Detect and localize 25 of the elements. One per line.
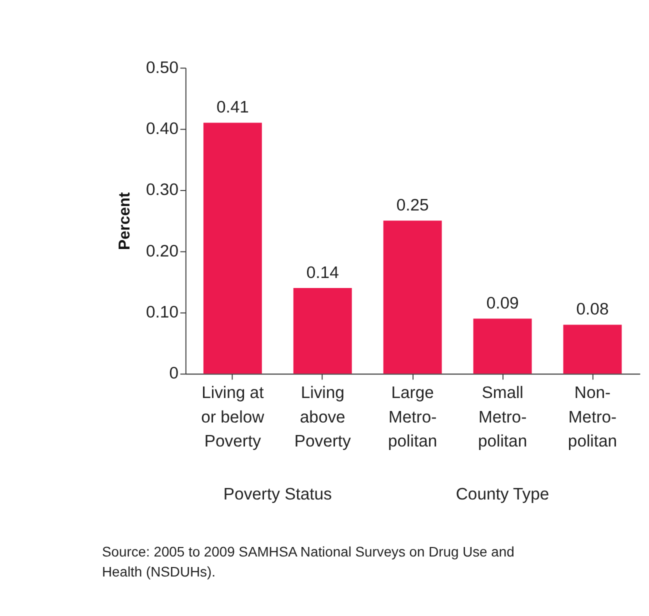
data-label: 0.08	[576, 299, 609, 318]
data-label: 0.14	[306, 262, 339, 282]
bar	[383, 220, 442, 374]
y-tick-label: 0.40	[146, 118, 178, 138]
x-tick-label: Living at or below Poverty	[201, 383, 266, 450]
text: County Type	[456, 484, 550, 504]
source-note: Source: 2005 to 2009 SAMHSA National Surveys on Drug Use and Health (NSDUHs).	[102, 543, 514, 580]
x-tick-label: Large Metro- politan	[388, 383, 438, 450]
y-tick-label: 0.50	[146, 58, 178, 77]
bar	[203, 122, 262, 374]
bar	[473, 318, 532, 374]
bar	[563, 324, 622, 374]
data-label: 0.25	[396, 195, 429, 214]
text: Poverty Status	[223, 484, 332, 504]
bar	[293, 288, 352, 374]
y-tick-label: 0	[169, 364, 178, 383]
y-axis-title: Percent	[116, 191, 134, 250]
y-tick-label: 0.10	[146, 302, 178, 322]
y-tick-label: 0.30	[146, 180, 178, 200]
y-tick-label: 0.20	[146, 241, 178, 260]
data-label: 0.09	[486, 293, 519, 312]
x-tick-label: Small Metro- politan	[478, 383, 528, 450]
x-tick-label: Living above Poverty	[294, 383, 352, 450]
x-tick-label: Non- Metro- politan	[568, 383, 618, 450]
data-label: 0.41	[216, 98, 249, 117]
